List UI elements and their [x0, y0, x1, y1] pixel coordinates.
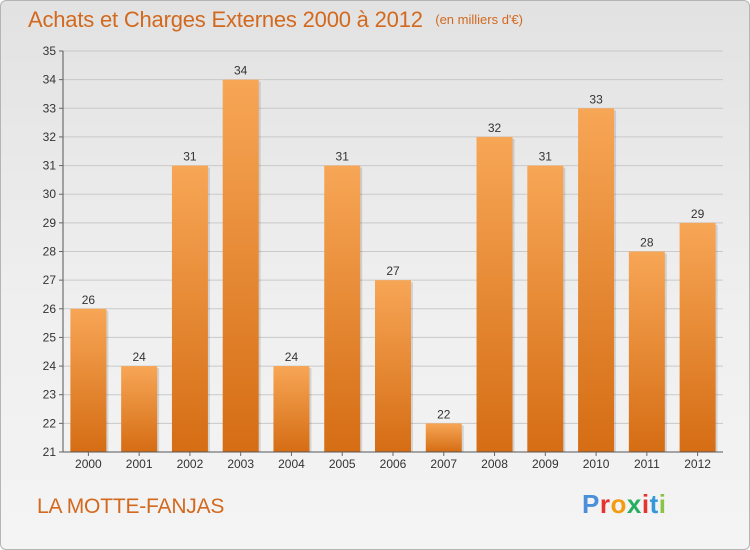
bar: [375, 280, 411, 452]
y-tick-label: 21: [43, 445, 57, 459]
x-tick-label: 2002: [177, 457, 204, 471]
data-label: 24: [285, 350, 299, 364]
y-tick-label: 24: [43, 359, 57, 373]
bar: [273, 366, 310, 452]
bar: [476, 136, 513, 452]
x-tick-label: 2009: [532, 457, 559, 471]
x-tick-label: 2004: [278, 457, 305, 471]
y-tick-label: 29: [43, 216, 57, 230]
title-text: Achats et Charges Externes 2000 à 2012: [28, 7, 423, 32]
y-tick-label: 32: [43, 130, 57, 144]
y-tick-label: 22: [43, 416, 57, 430]
title-unit: (en milliers d'€): [435, 12, 523, 27]
x-tick-label: 2012: [684, 457, 711, 471]
y-tick-label: 25: [43, 330, 57, 344]
x-tick-label: 2001: [126, 457, 153, 471]
y-axis-ticks: 21 22 23 24 25 26 27 28 29 30 31 32 33 34 35: [43, 44, 63, 459]
bar: [527, 165, 564, 453]
data-label: 29: [691, 207, 705, 221]
x-axis-ticks: 2000 2001 2002 2003 2004 2005 2006 2007 2008 2009…: [75, 452, 711, 471]
y-tick-label: 34: [43, 73, 57, 87]
data-label: 26: [82, 293, 96, 307]
x-tick-label: 2010: [583, 457, 610, 471]
bar: [222, 79, 259, 453]
logo-letter: i: [641, 489, 650, 519]
bar: [425, 423, 462, 452]
data-label: 31: [539, 150, 553, 164]
y-tick-label: 33: [43, 101, 57, 115]
logo-letter: x: [626, 489, 642, 519]
data-label: 33: [589, 92, 603, 106]
proxiti-logo: Proxiti: [582, 489, 666, 520]
logo-letter: i: [658, 489, 667, 519]
y-tick-label: 27: [43, 273, 57, 287]
x-tick-label: 2003: [227, 457, 254, 471]
data-label: 27: [386, 264, 400, 278]
x-tick-label: 2008: [481, 457, 508, 471]
x-tick-label: 2011: [634, 457, 660, 471]
x-tick-label: 2000: [75, 457, 102, 471]
bar: [578, 108, 615, 453]
logo-letter: o: [610, 489, 627, 519]
y-tick-label: 28: [43, 245, 57, 259]
bar: [324, 165, 361, 453]
bar: [679, 222, 716, 452]
data-label: 34: [234, 64, 248, 78]
bar: [171, 165, 208, 453]
y-tick-label: 31: [43, 159, 57, 173]
bar: [628, 251, 665, 452]
x-tick-label: 2006: [380, 457, 407, 471]
y-tick-label: 26: [43, 302, 57, 316]
y-tick-label: 23: [43, 388, 57, 402]
data-label: 31: [336, 150, 350, 164]
y-tick-label: 30: [43, 187, 57, 201]
bar: [121, 366, 158, 452]
data-label: 24: [132, 350, 146, 364]
data-labels: 26 24 31 34 24 31 27 22 32 31 33 28 29: [82, 64, 705, 422]
logo-letter: t: [649, 489, 659, 519]
place-name: LA MOTTE-FANJAS: [37, 495, 225, 518]
data-label: 28: [640, 236, 654, 250]
x-tick-label: 2005: [329, 457, 356, 471]
bar: [70, 308, 107, 452]
data-label: 32: [488, 121, 502, 135]
logo-letter: P: [582, 489, 600, 519]
data-label: 22: [437, 407, 451, 421]
chart-title: Achats et Charges Externes 2000 à 2012 (…: [28, 7, 523, 33]
bars: [70, 79, 718, 453]
data-label: 31: [183, 150, 197, 164]
logo-letter: r: [599, 489, 611, 519]
y-tick-label: 35: [43, 44, 57, 58]
x-tick-label: 2007: [430, 457, 457, 471]
